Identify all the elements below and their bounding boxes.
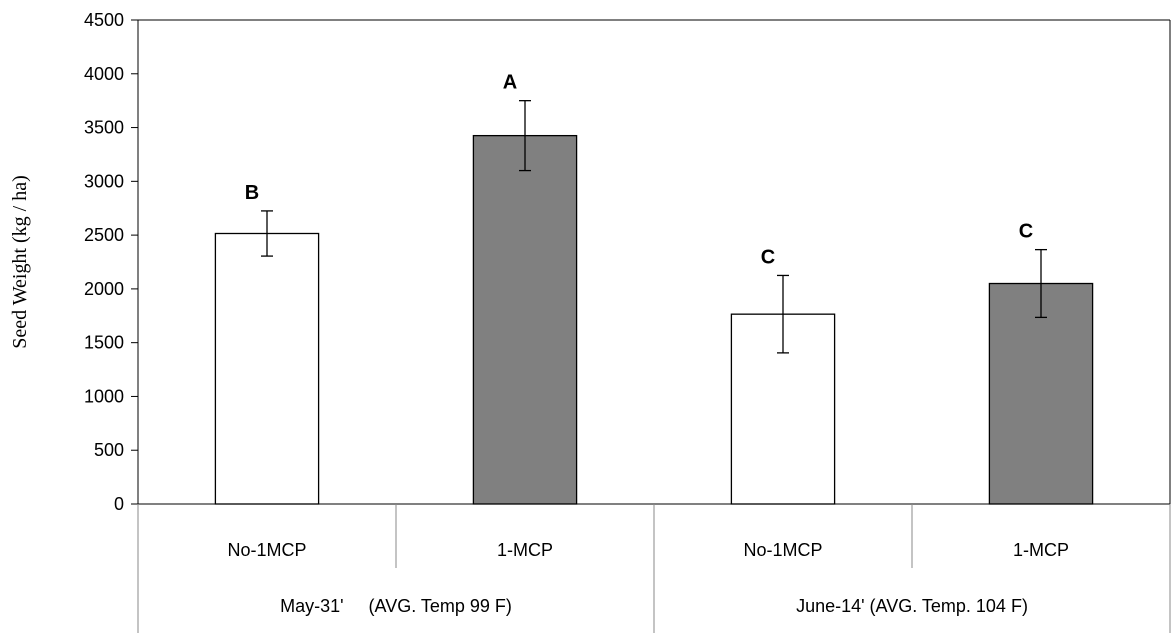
x-category-label: No-1MCP	[227, 540, 306, 560]
y-axis: 0 500 1000 1500 2000 2500 3000 3500 4000 4500	[84, 10, 139, 514]
x-axis: No-1MCP 1-MCP No-1MCP 1-MCP May-31' (AVG. Te…	[137, 503, 1171, 633]
error-bars-layer	[261, 100, 1047, 354]
bar-1-mcp-group1	[472, 134, 578, 505]
x-group-label: June-14' (AVG. Temp. 104 F)	[796, 596, 1028, 616]
y-tick-label: 3500	[84, 118, 124, 138]
plot-frame	[138, 19, 1171, 504]
x-category-label: 1-MCP	[1013, 540, 1069, 560]
y-tick-label: 1500	[84, 333, 124, 353]
x-category-label: No-1MCP	[743, 540, 822, 560]
bars-layer	[214, 134, 1094, 505]
y-tick-label: 0	[114, 494, 124, 514]
y-tick-label: 4000	[84, 64, 124, 84]
y-tick-label: 1000	[84, 386, 124, 406]
y-axis-label: Seed Weight (kg / ha)	[9, 175, 31, 349]
y-tick-label: 2000	[84, 279, 124, 299]
y-tick-label: 3000	[84, 171, 124, 191]
y-tick-label: 2500	[84, 225, 124, 245]
bar-no-1mcp-group1	[214, 232, 320, 505]
bar-1-mcp-group2	[988, 282, 1094, 505]
significance-letter: A	[503, 72, 517, 94]
significance-letter: B	[245, 182, 259, 204]
y-tick-label: 500	[94, 440, 124, 460]
x-category-label: 1-MCP	[497, 540, 553, 560]
significance-labels-layer: B A C C	[245, 72, 1033, 269]
y-tick-label: 4500	[84, 10, 124, 30]
significance-letter: C	[1019, 221, 1033, 243]
x-group-label: May-31' (AVG. Temp 99 F)	[280, 596, 512, 616]
significance-letter: C	[761, 246, 775, 268]
